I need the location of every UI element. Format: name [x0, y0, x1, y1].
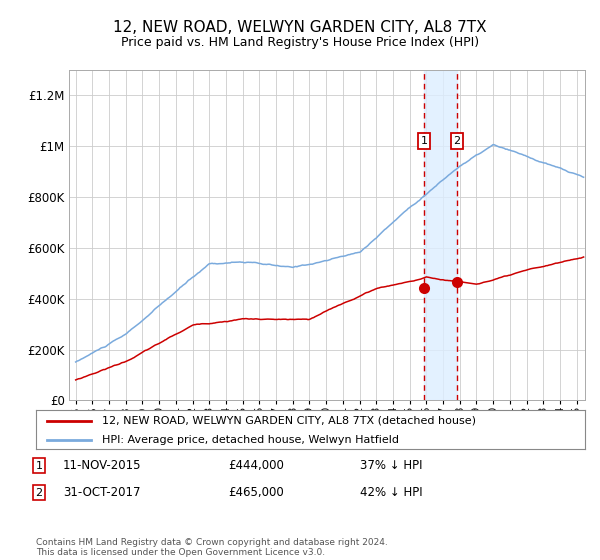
- Text: 37% ↓ HPI: 37% ↓ HPI: [360, 459, 422, 473]
- Text: 2: 2: [454, 136, 461, 146]
- Text: Contains HM Land Registry data © Crown copyright and database right 2024.
This d: Contains HM Land Registry data © Crown c…: [36, 538, 388, 557]
- Text: 42% ↓ HPI: 42% ↓ HPI: [360, 486, 422, 500]
- Text: 2: 2: [35, 488, 43, 498]
- Text: 12, NEW ROAD, WELWYN GARDEN CITY, AL8 7TX (detached house): 12, NEW ROAD, WELWYN GARDEN CITY, AL8 7T…: [102, 416, 476, 426]
- Text: 1: 1: [35, 461, 43, 471]
- Text: HPI: Average price, detached house, Welwyn Hatfield: HPI: Average price, detached house, Welw…: [102, 436, 399, 446]
- Text: £444,000: £444,000: [228, 459, 284, 473]
- Text: 31-OCT-2017: 31-OCT-2017: [63, 486, 140, 500]
- Text: 11-NOV-2015: 11-NOV-2015: [63, 459, 142, 473]
- Text: Price paid vs. HM Land Registry's House Price Index (HPI): Price paid vs. HM Land Registry's House …: [121, 36, 479, 49]
- Text: 12, NEW ROAD, WELWYN GARDEN CITY, AL8 7TX: 12, NEW ROAD, WELWYN GARDEN CITY, AL8 7T…: [113, 20, 487, 35]
- Text: 1: 1: [421, 136, 428, 146]
- Text: £465,000: £465,000: [228, 486, 284, 500]
- Bar: [424, 70, 457, 400]
